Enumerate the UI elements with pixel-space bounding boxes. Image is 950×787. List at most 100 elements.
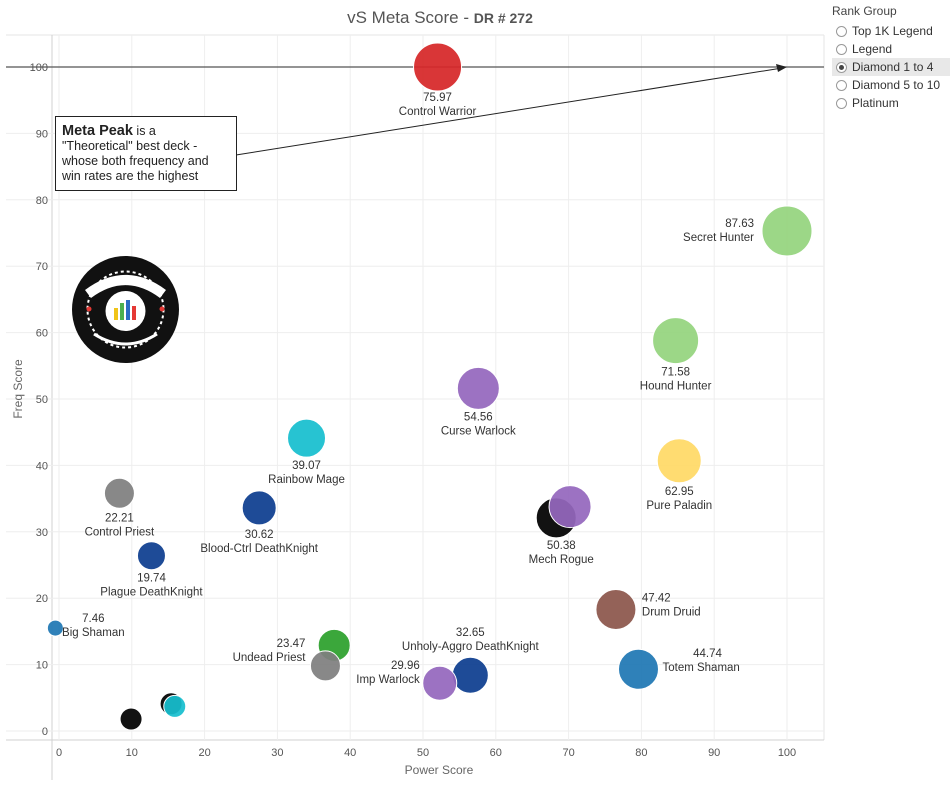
point-value-label: 7.46 (82, 613, 104, 625)
x-tick-label: 40 (344, 747, 356, 759)
point-value-label: 30.62 (245, 529, 274, 541)
radio-icon[interactable] (836, 79, 847, 91)
chart-title-main: vS Meta Score (347, 8, 459, 27)
data-point (617, 648, 659, 690)
data-point (656, 438, 702, 484)
point-name-label: Control Priest (85, 526, 155, 538)
y-tick-label: 100 (30, 62, 48, 74)
point-value-label: 50.38 (547, 540, 576, 552)
x-tick-label: 30 (271, 747, 283, 759)
x-tick-label: 20 (198, 747, 210, 759)
point-value-label: 44.74 (693, 648, 722, 660)
rank-group-option-label: Legend (852, 42, 893, 56)
rank-group-filter: Rank Group Top 1K Legend Legend Diamond 1 … (832, 4, 950, 112)
data-point (136, 541, 166, 571)
point-name-label: Mech Rogue (529, 554, 594, 566)
point-name-label: Unholy-Aggro DeathKnight (402, 641, 540, 653)
x-tick-label: 0 (56, 747, 62, 759)
data-point (422, 665, 458, 701)
rank-group-option[interactable]: Top 1K Legend (832, 22, 950, 40)
radio-icon[interactable] (836, 25, 847, 37)
point-value-label: 32.65 (456, 627, 485, 639)
data-point (309, 650, 341, 682)
chart-title: vS Meta Score - DR # 272 (240, 8, 640, 28)
point-value-label: 87.63 (725, 218, 754, 230)
logo-emblem-icon (73, 257, 178, 362)
y-tick-label: 70 (36, 261, 48, 273)
point-name-label: Pure Paladin (646, 500, 712, 512)
data-point (46, 619, 64, 637)
rank-group-option-label: Platinum (852, 96, 899, 110)
y-axis-title: Freq Score (11, 359, 25, 419)
point-name-label: Drum Druid (642, 606, 701, 618)
x-tick-label: 50 (417, 747, 429, 759)
rank-group-option-label: Diamond 1 to 4 (852, 60, 934, 74)
rank-group-option-label: Diamond 5 to 10 (852, 78, 941, 92)
y-tick-label: 30 (36, 527, 48, 539)
y-tick-label: 40 (36, 460, 48, 472)
x-tick-label: 70 (562, 747, 574, 759)
chart-title-dr: DR # 272 (473, 10, 533, 26)
point-value-label: 19.74 (137, 573, 166, 585)
point-value-label: 39.07 (292, 460, 321, 472)
data-point (287, 418, 327, 458)
point-name-label: Plague DeathKnight (100, 587, 203, 599)
point-value-label: 62.95 (665, 486, 694, 498)
data-point (595, 588, 637, 630)
point-name-label: Blood-Ctrl DeathKnight (200, 543, 318, 555)
point-name-label: Hound Hunter (640, 381, 712, 393)
data-point (119, 707, 143, 731)
point-name-label: Secret Hunter (683, 232, 754, 244)
annotation-text: is a "Theoretical" best deck - whose bot… (62, 124, 209, 183)
y-tick-label: 20 (36, 593, 48, 605)
data-point (652, 317, 700, 365)
point-name-label: Rainbow Mage (268, 474, 345, 486)
rank-group-option[interactable]: Platinum (832, 94, 950, 112)
y-tick-label: 10 (36, 660, 48, 672)
point-value-label: 22.21 (105, 512, 134, 524)
x-tick-label: 60 (490, 747, 502, 759)
y-tick-label: 90 (36, 128, 48, 140)
y-tick-label: 80 (36, 195, 48, 207)
point-value-label: 47.42 (642, 592, 671, 604)
point-name-label: Totem Shaman (662, 662, 739, 674)
y-tick-label: 50 (36, 394, 48, 406)
x-tick-label: 80 (635, 747, 647, 759)
meta-peak-annotation: Meta Peak is a "Theoretical" best deck -… (55, 116, 237, 191)
point-name-label: Imp Warlock (356, 674, 420, 686)
x-tick-label: 100 (778, 747, 796, 759)
meta-peak-arrow (235, 68, 780, 156)
point-name-label: Control Warrior (399, 106, 477, 118)
data-point (451, 656, 489, 694)
x-tick-label: 10 (126, 747, 138, 759)
data-point (456, 366, 500, 410)
chart-title-sep: - (458, 8, 474, 27)
data-point (103, 477, 135, 509)
point-name-label: Curse Warlock (441, 425, 516, 437)
point-name-label: Undead Priest (233, 652, 307, 664)
radio-icon[interactable] (836, 61, 847, 73)
point-value-label: 23.47 (277, 638, 306, 650)
data-point (163, 694, 187, 718)
data-point (548, 485, 592, 529)
data-reaper-logo (72, 256, 179, 363)
meta-peak-arrowhead (776, 64, 787, 72)
point-name-label: Big Shaman (62, 627, 125, 639)
rank-group-title: Rank Group (832, 4, 897, 18)
rank-group-option[interactable]: Legend (832, 40, 950, 58)
point-value-label: 75.97 (423, 92, 452, 104)
point-value-label: 54.56 (464, 411, 493, 423)
y-tick-label: 60 (36, 328, 48, 340)
x-axis-title: Power Score (405, 763, 474, 777)
data-point (241, 490, 277, 526)
radio-icon[interactable] (836, 43, 847, 55)
rank-group-option[interactable]: Diamond 1 to 4 (832, 58, 950, 76)
point-value-label: 29.96 (391, 660, 420, 672)
point-value-label: 71.58 (661, 367, 690, 379)
data-point (761, 205, 813, 257)
annotation-strong: Meta Peak (62, 123, 133, 139)
rank-group-option-label: Top 1K Legend (852, 24, 933, 38)
data-point (413, 42, 463, 92)
radio-icon[interactable] (836, 97, 847, 109)
rank-group-option[interactable]: Diamond 5 to 10 (832, 76, 950, 94)
